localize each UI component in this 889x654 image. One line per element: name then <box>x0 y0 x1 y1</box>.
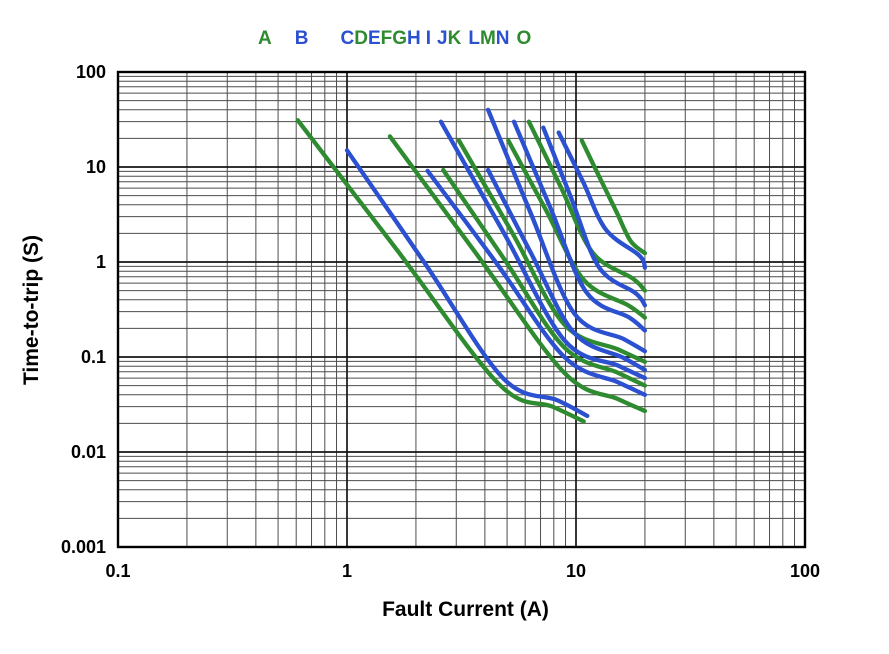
curve-I <box>485 107 648 354</box>
legend-item-A: A <box>258 28 272 49</box>
curve-J <box>506 138 648 320</box>
legend-item-N: N <box>495 28 510 49</box>
curves <box>295 107 648 424</box>
legend-item-H: H <box>407 28 421 49</box>
curve-K <box>511 119 648 333</box>
y-tick-label: 0.1 <box>81 347 106 367</box>
legend-item-O: O <box>516 28 532 49</box>
curve-H <box>485 167 648 373</box>
y-tick-label: 100 <box>76 62 106 82</box>
curve-N <box>556 130 648 270</box>
y-tick-label: 0.01 <box>71 442 106 462</box>
x-axis-title: Fault Current (A) <box>382 598 549 621</box>
legend-item-M: M <box>479 28 496 49</box>
y-tick-label: 1 <box>96 252 106 272</box>
curve-B <box>344 148 590 419</box>
grid-minor <box>118 72 805 547</box>
curve-O <box>579 138 648 256</box>
curve-F <box>441 167 648 388</box>
legend-item-F: F <box>380 28 393 49</box>
curve-E <box>438 119 648 381</box>
x-tick-label: 100 <box>790 561 820 581</box>
curve-G <box>456 138 648 364</box>
x-tick-label: 10 <box>566 561 586 581</box>
legend-item-E: E <box>367 28 381 49</box>
legend-item-G: G <box>392 28 408 49</box>
legend-item-J: J <box>437 28 448 49</box>
legend-item-I: I <box>425 28 432 49</box>
curve-A <box>295 118 586 424</box>
tick-labels: 100 10 1 0.1 0.01 0.001 0.1 1 10 100 <box>61 62 820 581</box>
legend-item-D: D <box>354 28 368 49</box>
y-tick-label: 0.001 <box>61 537 106 557</box>
curve-C <box>387 134 648 414</box>
x-tick-label: 1 <box>342 561 352 581</box>
chart-legend: A B CDEFGH I JK LMN O <box>258 28 531 52</box>
legend-item-K: K <box>447 28 462 49</box>
plot-frame <box>116 70 807 549</box>
curve-M <box>541 125 648 308</box>
y-tick-label: 10 <box>86 157 106 177</box>
x-tick-label: 0.1 <box>105 561 130 581</box>
legend-item-B: B <box>294 28 309 49</box>
legend-item-L: L <box>468 28 480 49</box>
curve-D <box>425 168 648 397</box>
legend-item-C: C <box>340 28 355 49</box>
